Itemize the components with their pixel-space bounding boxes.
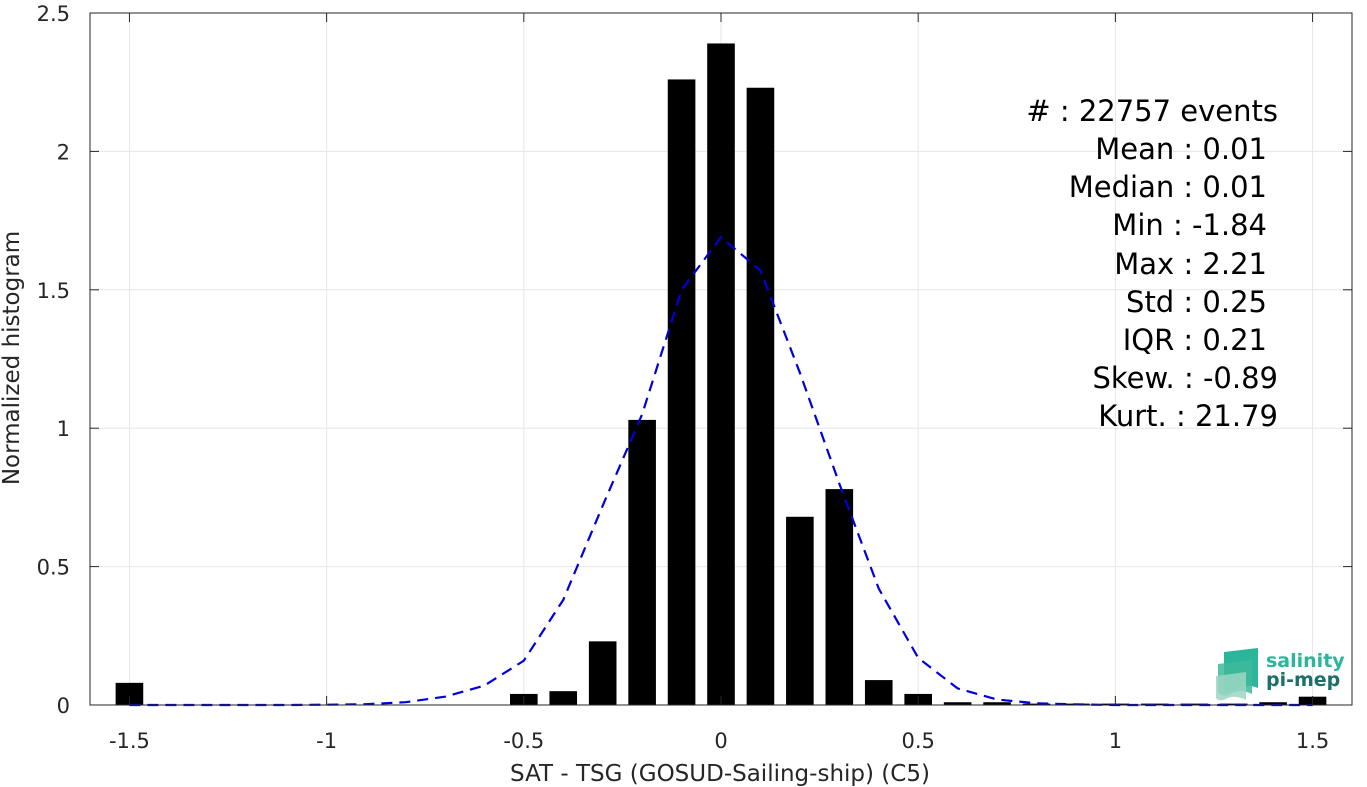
histogram-bar [549,691,578,705]
histogram-bar [786,516,814,705]
stat-mean: Mean : 0.01 [1095,132,1267,166]
y-axis-label: Normalized histogram [0,231,25,485]
x-tick-label: 1 [1109,729,1122,753]
stat-min: Min : -1.84 [1112,208,1267,242]
x-axis-label: SAT - TSG (GOSUD-Sailing-ship) (C5) [510,761,930,787]
y-tick-label: 2.5 [37,2,70,26]
histogram-bar [628,419,656,705]
salinity-pi-mep-logo: salinity pi-mep [1216,648,1345,701]
x-tick-label: 1.5 [1296,729,1329,753]
stat-median: Median : 0.01 [1069,170,1267,204]
x-tick-label: 0 [714,729,727,753]
stat-events: # : 22757 events [1026,94,1278,128]
histogram-bar [588,641,617,705]
histogram-bar [943,702,972,705]
stat-std: Std : 0.25 [1126,285,1267,319]
stat-kurt: Kurt. : 21.79 [1098,399,1278,433]
histogram-bars [115,43,1327,705]
statistics-panel: # : 22757 events Mean : 0.01 Median : 0.… [1026,94,1278,433]
histogram-bar [746,87,775,705]
y-tick-label: 0 [57,694,70,718]
stat-iqr: IQR : 0.21 [1123,323,1267,357]
histogram-bar [115,682,144,705]
histogram-bar [825,489,854,705]
y-tick-label: 2 [57,140,70,164]
histogram-bar [1219,703,1248,705]
stat-skew: Skew. : -0.89 [1092,361,1278,395]
x-tick-label: 0.5 [901,729,934,753]
histogram-bar [1259,702,1287,705]
y-tick-labels: 0 0.5 1 1.5 2 2.5 [37,2,70,718]
logo-text-salinity: salinity [1266,650,1345,672]
histogram-bar [983,702,1011,705]
histogram-bar [1180,703,1209,705]
y-tick-label: 0.5 [37,556,70,580]
histogram-bar [1022,703,1051,705]
wave-icon [1216,648,1258,701]
x-tick-label: -0.5 [503,729,544,753]
histogram-bar [667,79,696,705]
axis-ticks [90,12,1352,706]
x-tick-labels: -1.5 -1 -0.5 0 0.5 1 1.5 [109,729,1329,753]
x-tick-label: -1 [316,729,337,753]
histogram-bar [864,680,893,705]
y-tick-label: 1.5 [37,279,70,303]
logo-text-pi-mep: pi-mep [1266,669,1340,691]
y-tick-label: 1 [57,417,70,441]
stat-max: Max : 2.21 [1114,247,1267,281]
histogram-bar [707,43,735,705]
x-tick-label: -1.5 [109,729,150,753]
